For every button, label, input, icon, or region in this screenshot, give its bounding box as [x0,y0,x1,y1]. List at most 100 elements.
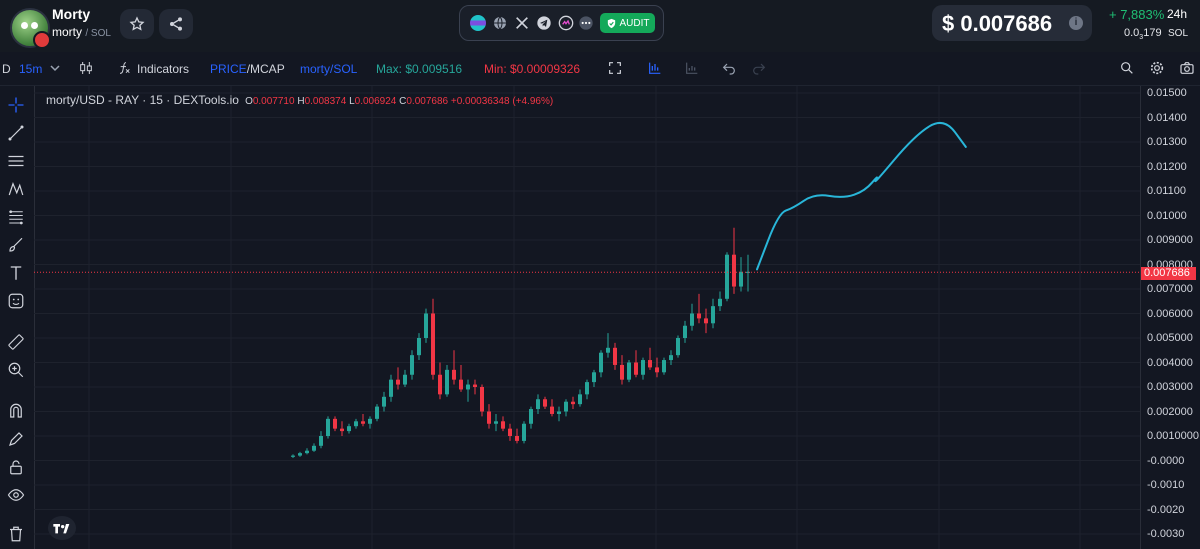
drawing-tools-sidebar [0,86,35,549]
visibility-tool[interactable] [6,485,26,505]
share-button[interactable] [159,9,193,39]
chevron-down-icon[interactable] [50,64,60,72]
redo-icon[interactable] [751,60,767,76]
min-price: Min: $0.00009326 [484,62,581,76]
eye-icon [7,489,25,501]
link-icon[interactable] [558,15,574,31]
zoom-in-icon [8,362,24,378]
trash-icon [10,526,22,542]
pair-toggle[interactable]: morty/SOL [300,62,358,76]
drawn-trend-line [756,121,967,271]
volume-bars-icon[interactable] [684,60,700,76]
candle-body [634,362,638,375]
candle-body [515,436,519,441]
price-sol-zeros: 3 [1139,34,1144,42]
candle-body [326,418,330,436]
candle-body [298,453,302,456]
candle-body [305,450,309,454]
candle-body [347,426,351,432]
fib-tool[interactable] [6,207,26,227]
tradingview-logo[interactable] [48,516,76,540]
info-icon[interactable]: i [1069,16,1083,30]
candle-body [361,421,365,424]
zoom-in-tool[interactable] [6,360,26,380]
favorite-button[interactable] [120,9,154,39]
trend-line-tool[interactable] [6,123,26,143]
lock-tool[interactable] [6,457,26,477]
pattern-tool[interactable] [6,179,26,199]
candle-body [585,382,589,395]
lock-icon [10,460,22,475]
text-tool[interactable] [6,263,26,283]
last-price-tag: 0.007686 [1141,267,1196,280]
indicators-button[interactable]: Indicators [137,62,190,76]
function-icon[interactable] [116,60,132,76]
audit-label: AUDIT [619,17,650,29]
candle-body [557,411,561,414]
chart-bars-icon[interactable] [647,60,663,76]
brush-tool[interactable] [6,235,26,255]
candle-body [368,418,372,424]
sticker-tool[interactable] [6,291,26,311]
candle-body [375,406,379,419]
token-chain: / SOL [85,28,111,39]
y-tick-label: -0.0010 [1147,479,1185,491]
fib-retracement-icon [9,210,23,225]
legend-close: 0.007686 [406,96,449,107]
price-mcap-toggle[interactable]: PRICE/MCAP [210,62,285,76]
undo-icon[interactable] [721,60,737,76]
timeframe-selector[interactable]: 15m [19,62,43,76]
timeframe-prefix[interactable]: D [2,62,11,76]
exchange-icon[interactable] [470,15,486,31]
legend-title: morty/USD - RAY · 15 · DEXTools.io [46,93,239,107]
pattern-icon [8,182,24,196]
candle-body [487,411,491,424]
price-toggle-label[interactable]: PRICE [210,62,247,76]
price-chart[interactable] [34,86,1140,549]
zoom-search-icon[interactable] [1119,60,1135,76]
price-sol-tail: 179 [1143,27,1162,39]
fullscreen-icon[interactable] [607,60,623,76]
text-icon [10,266,22,280]
candles-icon[interactable] [78,60,94,76]
more-icon[interactable] [578,15,594,31]
lock-drawing-tool[interactable] [6,429,26,449]
delete-tool[interactable] [6,524,26,544]
share-icon [170,17,182,31]
x-icon[interactable] [514,15,530,31]
settings-gear-icon[interactable] [1149,60,1165,76]
globe-icon[interactable] [492,15,508,31]
star-icon [129,16,145,31]
candle-body [662,360,666,373]
horizontal-lines-tool[interactable] [6,151,26,171]
shield-check-icon [607,18,615,28]
legend-o-key: O [245,96,253,107]
ruler-icon [8,334,24,350]
y-tick-label: 0.006000 [1147,307,1193,320]
magnet-tool[interactable] [6,401,26,421]
legend-c-key: C [399,96,407,107]
crosshair-tool[interactable] [6,95,26,115]
camera-icon[interactable] [1179,60,1195,76]
price-box: $ 0.007686 i [932,5,1092,41]
candle-body [445,369,449,395]
candle-body [606,347,610,353]
candle-body [403,374,407,385]
price-sol-unit: SOL [1168,28,1189,39]
avatar-eye-left [21,22,28,29]
legend-high: 0.008374 [304,96,347,107]
mcap-toggle-label[interactable]: /MCAP [246,62,285,76]
audit-button[interactable]: AUDIT [600,13,655,33]
chart-legend: morty/USD - RAY · 15 · DEXTools.io O 0.00… [46,93,553,107]
telegram-icon[interactable] [536,15,552,31]
y-tick-label: -0.0000 [1147,454,1185,467]
candle-body [424,313,428,338]
candle-body [480,387,484,412]
ruler-tool[interactable] [6,332,26,352]
candle-body [732,254,736,287]
token-avatar[interactable] [10,8,51,49]
legend-change: +0.00036348 (+4.96%) [450,96,554,107]
candle-body [410,355,414,375]
price-axis[interactable]: 0.01500 0.01400 0.01300 0.01200 0.01100 0.010… [1140,86,1200,549]
pencil-lock-icon [9,432,23,446]
